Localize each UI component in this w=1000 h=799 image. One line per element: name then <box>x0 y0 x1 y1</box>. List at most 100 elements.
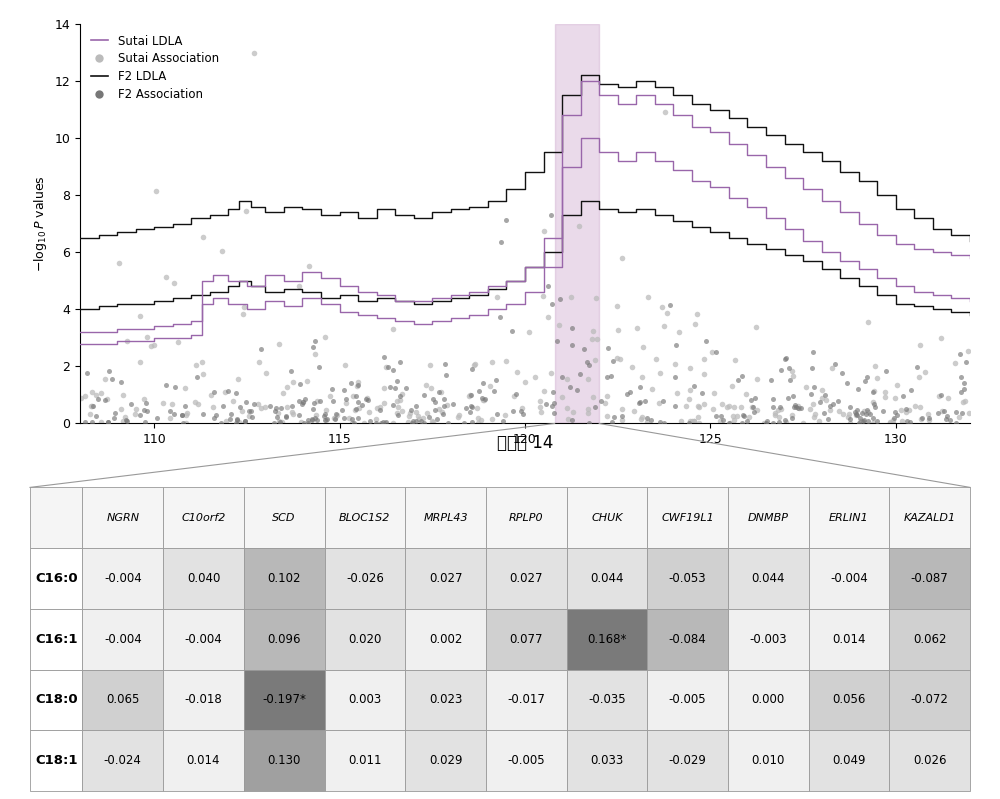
Sutai Association <box>309 395 325 407</box>
Sutai Association <box>84 385 100 398</box>
F2 Association <box>464 363 480 376</box>
Sutai Association <box>856 404 872 417</box>
Sutai Association <box>93 387 109 400</box>
F2 Association <box>855 415 871 427</box>
Sutai Association <box>473 413 489 426</box>
F2 Association <box>380 360 396 373</box>
Sutai Association <box>274 415 290 428</box>
F2 Association <box>413 415 429 427</box>
Sutai Association <box>560 413 576 426</box>
F2 Association <box>477 392 493 405</box>
F2 Association <box>857 375 873 388</box>
F2 Association <box>222 412 238 425</box>
F2 Association <box>637 395 653 407</box>
F2 Association <box>295 396 311 408</box>
F2 Association <box>376 351 392 364</box>
Sutai Association <box>798 380 814 393</box>
Sutai Association <box>132 356 148 369</box>
Sutai Association <box>514 402 530 415</box>
Sutai Association <box>706 387 722 400</box>
F2 Association <box>546 397 562 410</box>
Sutai Association <box>356 416 372 429</box>
F2 Association <box>806 380 822 393</box>
Sutai Association <box>563 290 579 303</box>
Sutai LDLA <box>334 282 346 292</box>
Sutai Association <box>920 407 936 420</box>
F2 Association <box>564 339 580 352</box>
F2 Association <box>546 407 562 419</box>
F2 Association <box>291 409 307 422</box>
Sutai Association <box>795 417 811 430</box>
Sutai Association <box>389 395 405 407</box>
F2 Association <box>278 410 294 423</box>
Sutai Association <box>639 415 655 428</box>
F2 Association <box>942 414 958 427</box>
F2 Association <box>266 416 282 429</box>
F2 Association <box>564 321 580 334</box>
F2 Association <box>462 405 478 418</box>
F2 Association <box>327 412 343 425</box>
Sutai Association <box>390 400 406 413</box>
Sutai Association <box>377 417 393 430</box>
Sutai Association <box>532 395 548 407</box>
F2 Association <box>549 335 565 348</box>
F2 Association <box>348 403 364 415</box>
F2 Association <box>786 400 802 413</box>
Sutai Association <box>805 398 821 411</box>
Sutai Association <box>230 372 246 385</box>
Sutai Association <box>671 326 687 339</box>
Sutai Association <box>225 394 241 407</box>
Sutai Association <box>940 392 956 405</box>
Sutai Association <box>696 398 712 411</box>
Sutai Association <box>907 400 923 412</box>
F2 Association <box>79 367 95 380</box>
F2 Association <box>834 367 850 380</box>
F2 Association <box>790 401 806 414</box>
Sutai Association <box>865 396 881 408</box>
F2 Association <box>139 405 155 418</box>
Sutai Association <box>117 411 133 423</box>
F2 Association <box>778 352 794 364</box>
Sutai Association <box>951 411 967 423</box>
F2 Association <box>348 389 364 402</box>
F2 Association <box>438 368 454 381</box>
Sutai Association <box>651 397 667 410</box>
F2 Association <box>631 397 647 410</box>
Sutai LDLA <box>74 328 86 337</box>
F2 Association <box>785 390 801 403</box>
F2 Association <box>445 398 461 411</box>
Sutai Association <box>931 389 947 402</box>
F2 Association <box>100 415 116 428</box>
Line: Sutai LDLA: Sutai LDLA <box>80 81 970 332</box>
Sutai Association <box>450 411 466 423</box>
F2 Association <box>368 416 384 429</box>
Sutai Association <box>559 372 575 385</box>
F2 Association <box>456 416 472 429</box>
F2 Association <box>842 401 858 414</box>
Sutai Association <box>205 401 221 414</box>
F2 Association <box>656 416 672 429</box>
Sutai Association <box>912 400 928 413</box>
Sutai Association <box>551 318 567 331</box>
Sutai Association <box>327 411 343 424</box>
F2 Association <box>343 377 359 390</box>
Sutai Association <box>885 414 901 427</box>
Sutai Association <box>696 352 712 365</box>
F2 Association <box>958 356 974 368</box>
Sutai Association <box>203 389 219 402</box>
Sutai Association <box>580 407 596 419</box>
Sutai Association <box>521 325 537 338</box>
Sutai Association <box>484 356 500 369</box>
Sutai Association <box>614 252 630 264</box>
F2 Association <box>471 385 487 398</box>
F2 Association <box>784 411 800 424</box>
Sutai Association <box>284 406 300 419</box>
F2 Association <box>425 393 441 406</box>
Sutai Association <box>802 403 818 415</box>
F2 Association <box>284 400 300 412</box>
F2 Association <box>859 371 875 384</box>
F2 Association <box>262 400 278 412</box>
F2 Association <box>902 415 918 428</box>
Sutai Association <box>389 406 405 419</box>
F2 Association <box>498 214 514 227</box>
